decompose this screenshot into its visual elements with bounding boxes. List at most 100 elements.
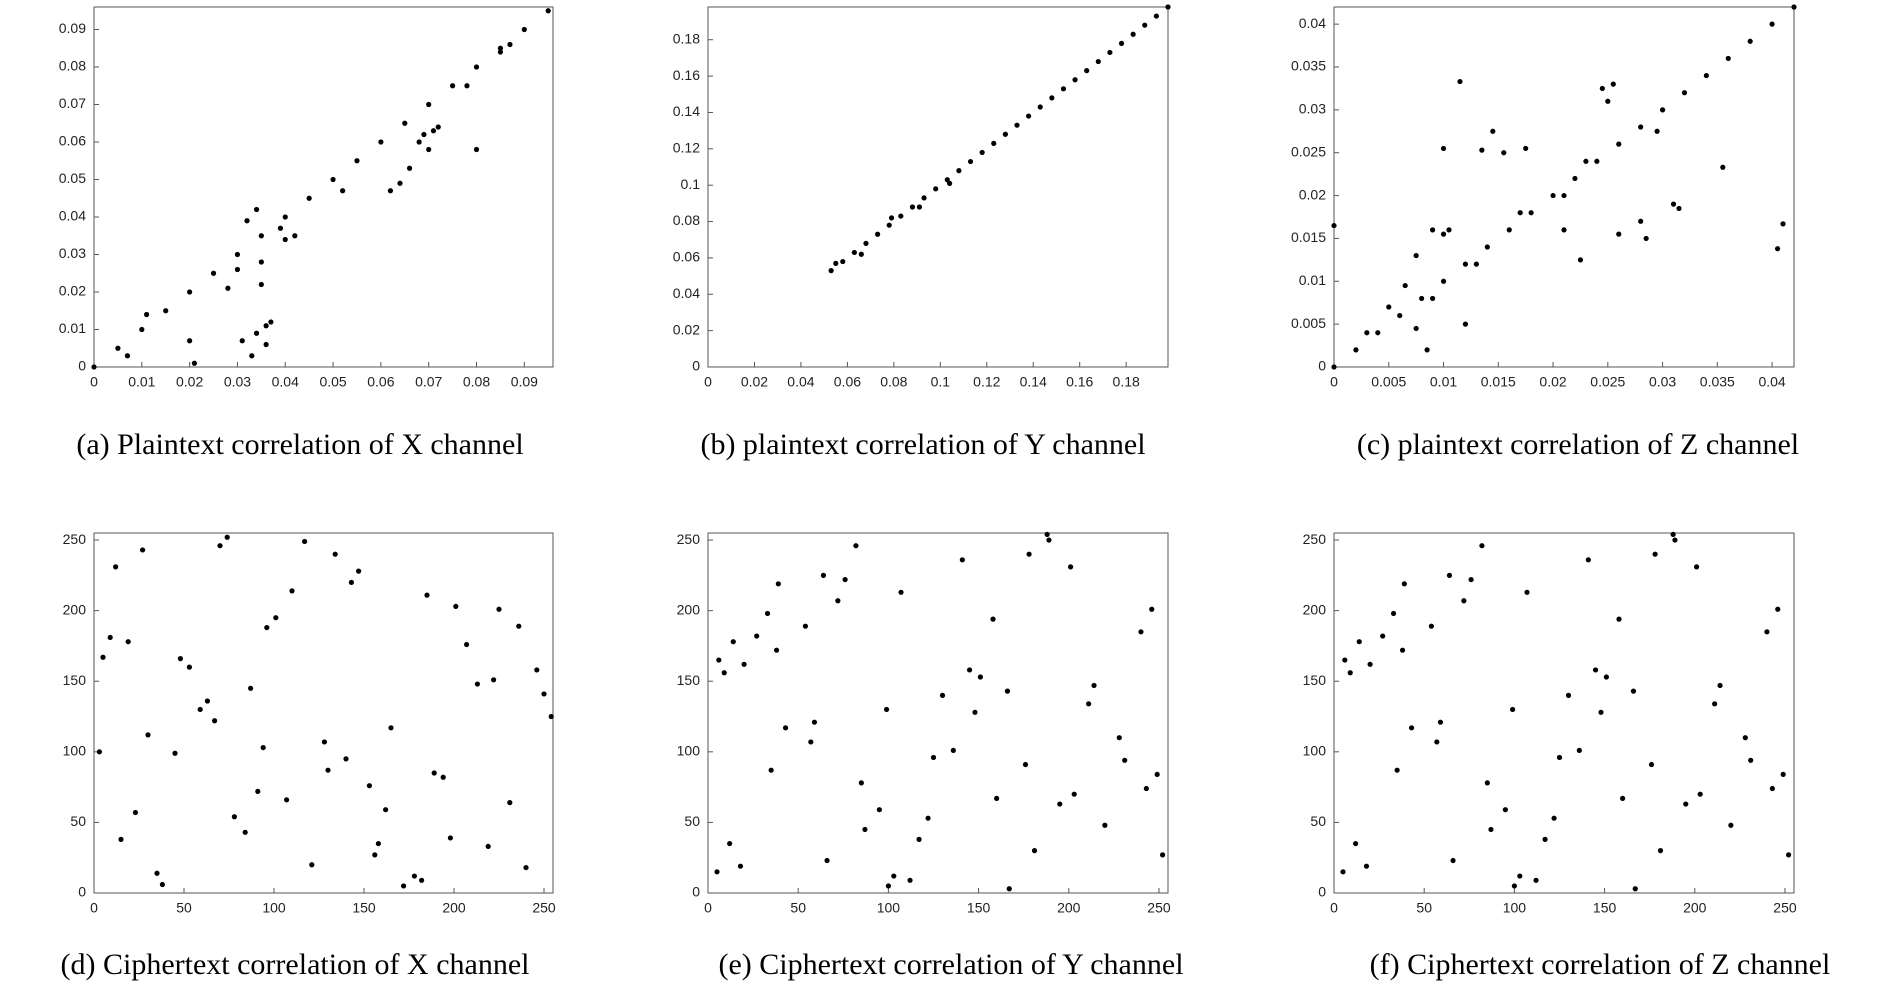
x-tick-label: 0.03 (224, 374, 251, 390)
y-tick-label: 0 (1318, 358, 1326, 374)
point (1402, 282, 1408, 289)
point (991, 140, 997, 146)
point (802, 623, 809, 629)
point (1353, 840, 1359, 847)
caption: (a) Plaintext correlation of X channel (76, 428, 523, 461)
point (874, 231, 881, 237)
point (737, 863, 744, 869)
x-tick-label: 0 (90, 900, 98, 916)
y-tick-label: 0.1 (681, 176, 701, 192)
point (435, 124, 441, 130)
point (1386, 304, 1392, 310)
point (145, 732, 151, 738)
y-tick-label: 250 (677, 531, 701, 547)
y-tick-label: 0.14 (673, 103, 700, 119)
point (1356, 639, 1362, 645)
x-tick-label: 0.16 (1066, 374, 1093, 390)
point (947, 180, 953, 186)
point (497, 45, 504, 51)
point (1095, 58, 1101, 65)
point (332, 551, 338, 557)
x-tick-label: 0.02 (741, 374, 768, 390)
y-tick-label: 0 (78, 358, 86, 374)
point (1632, 886, 1638, 892)
point (994, 795, 1000, 802)
point (1652, 551, 1658, 557)
point (727, 840, 733, 847)
point (507, 41, 513, 48)
y-tick-label: 50 (70, 813, 86, 829)
point (1102, 822, 1108, 828)
point (356, 568, 362, 574)
point (858, 780, 864, 786)
point (473, 64, 480, 70)
point (1084, 68, 1090, 74)
point (1556, 754, 1563, 761)
point (402, 120, 408, 126)
y-tick-label: 0.06 (673, 249, 700, 265)
point (990, 616, 996, 622)
x-tick-label: 250 (1773, 900, 1797, 916)
point (730, 639, 736, 645)
point (1071, 791, 1077, 797)
point (966, 667, 973, 673)
x-tick-label: 0.04 (272, 374, 299, 390)
point (140, 547, 146, 553)
point (921, 195, 927, 201)
x-tick-label: 150 (967, 900, 991, 916)
y-tick-label: 0.16 (673, 67, 700, 83)
y-tick-label: 0.08 (673, 212, 700, 228)
y-tick-label: 0 (1318, 884, 1326, 900)
point (1434, 739, 1440, 745)
point (1610, 81, 1616, 87)
point (1725, 55, 1731, 62)
point (186, 664, 192, 670)
point (143, 311, 150, 318)
point (782, 725, 789, 731)
point (401, 883, 407, 889)
point (387, 188, 394, 194)
point (1616, 231, 1622, 237)
y-tick-label: 0 (692, 884, 700, 900)
point (388, 725, 394, 731)
point (863, 240, 869, 246)
point (1697, 791, 1703, 797)
y-tick-label: 0.02 (59, 283, 86, 299)
point (292, 233, 298, 239)
point (1576, 747, 1582, 754)
point (255, 788, 261, 794)
point (309, 862, 315, 868)
point (210, 270, 217, 276)
point (1044, 531, 1050, 538)
point (853, 543, 859, 549)
point (1159, 852, 1166, 858)
x-tick-label: 50 (176, 900, 192, 916)
point (258, 259, 264, 265)
point (1592, 667, 1599, 673)
point (1468, 576, 1474, 583)
y-tick-label: 250 (1303, 531, 1327, 547)
point (273, 615, 279, 621)
point (1118, 40, 1125, 46)
point (876, 807, 882, 813)
x-tick-label: 0.08 (880, 374, 907, 390)
x-tick-label: 0.18 (1113, 374, 1140, 390)
point (811, 719, 818, 725)
point (1577, 257, 1584, 263)
point (1397, 312, 1403, 319)
x-tick-label: 50 (1416, 900, 1432, 916)
point (1533, 877, 1539, 883)
point (154, 870, 160, 876)
point (263, 341, 269, 348)
point (862, 826, 868, 833)
x-tick-label: 200 (1683, 900, 1707, 916)
point (1517, 873, 1523, 879)
point (842, 576, 848, 583)
x-tick-label: 0.06 (834, 374, 861, 390)
point (808, 739, 814, 745)
point (1413, 325, 1419, 332)
point (1524, 589, 1530, 595)
x-tick-label: 0 (1330, 900, 1338, 916)
point (1002, 131, 1008, 137)
point (1046, 537, 1052, 543)
